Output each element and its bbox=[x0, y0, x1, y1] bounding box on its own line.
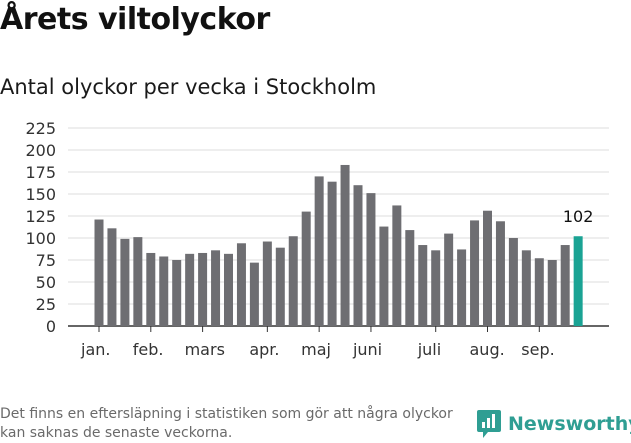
x-tick-label: aug. bbox=[470, 340, 505, 359]
data-labels: 102 bbox=[563, 207, 594, 226]
highlight-value-label: 102 bbox=[563, 207, 594, 226]
bar bbox=[314, 176, 324, 326]
footnote: Det finns en eftersläpning i statistiken… bbox=[0, 406, 453, 441]
x-tick-label: sep. bbox=[521, 340, 554, 359]
y-axis-ticks: 0 25 50 75 100 125 150 175 200 225 bbox=[25, 119, 56, 336]
y-tick-label: 175 bbox=[25, 163, 56, 182]
chart-title: Årets viltolyckor bbox=[0, 2, 270, 37]
bar bbox=[353, 185, 363, 326]
highlighted-bar bbox=[573, 236, 583, 326]
bar bbox=[133, 237, 143, 326]
bar bbox=[275, 247, 285, 326]
brand-name: Newsworthy bbox=[508, 413, 631, 435]
bar bbox=[120, 238, 130, 326]
y-tick-label: 75 bbox=[36, 251, 56, 270]
bar bbox=[211, 250, 221, 326]
x-tick-label: feb. bbox=[133, 340, 164, 359]
bar bbox=[185, 253, 195, 326]
y-tick-label: 125 bbox=[25, 207, 56, 226]
bar bbox=[301, 211, 311, 326]
bar bbox=[534, 258, 544, 326]
bar bbox=[340, 164, 350, 326]
bar bbox=[379, 226, 389, 326]
y-tick-label: 150 bbox=[25, 185, 56, 204]
bar bbox=[405, 230, 415, 326]
bar bbox=[172, 260, 182, 326]
bar bbox=[470, 220, 480, 326]
y-tick-label: 100 bbox=[25, 229, 56, 248]
bar bbox=[224, 253, 233, 326]
bar bbox=[198, 252, 208, 326]
bar bbox=[560, 245, 570, 326]
bar bbox=[159, 256, 169, 326]
x-tick-label: jan. bbox=[80, 340, 110, 359]
bar bbox=[146, 252, 156, 326]
bar bbox=[288, 236, 298, 326]
y-tick-label: 25 bbox=[36, 295, 56, 314]
grid-lines bbox=[68, 127, 609, 327]
y-tick-label: 225 bbox=[25, 119, 56, 138]
y-tick-label: 200 bbox=[25, 141, 56, 160]
x-axis-ticks: jan. feb. mars apr. maj juni juli aug. sep. bbox=[80, 326, 555, 359]
bar bbox=[521, 250, 531, 326]
bar bbox=[444, 233, 454, 326]
y-tick-label: 0 bbox=[46, 317, 56, 336]
newsworthy-logo-icon bbox=[477, 410, 501, 438]
y-tick-label: 50 bbox=[36, 273, 56, 292]
brand[interactable]: Newsworthy bbox=[476, 408, 631, 440]
bar bbox=[547, 260, 557, 326]
x-tick-label: apr. bbox=[249, 340, 279, 359]
bar bbox=[508, 238, 518, 326]
bar-chart: 0 25 50 75 100 125 150 175 200 225 jan. feb. mars ap… bbox=[25, 119, 609, 359]
bar bbox=[249, 262, 259, 326]
bar bbox=[495, 221, 505, 326]
bar bbox=[236, 243, 246, 326]
x-tick-label: mars bbox=[185, 340, 225, 359]
bar bbox=[366, 193, 376, 326]
chart-subtitle: Antal olyckor per vecka i Stockholm bbox=[0, 75, 377, 99]
x-tick-label: maj bbox=[301, 340, 331, 359]
bar bbox=[94, 219, 104, 326]
x-tick-label: juni bbox=[352, 340, 382, 359]
bar bbox=[392, 205, 402, 326]
bars bbox=[94, 164, 583, 326]
bar bbox=[327, 181, 337, 326]
bar bbox=[418, 245, 428, 326]
bar bbox=[107, 228, 117, 326]
bar bbox=[457, 249, 467, 326]
x-tick-label: juli bbox=[417, 340, 441, 359]
bar bbox=[483, 210, 492, 326]
bar bbox=[262, 241, 272, 326]
bar bbox=[431, 250, 441, 326]
